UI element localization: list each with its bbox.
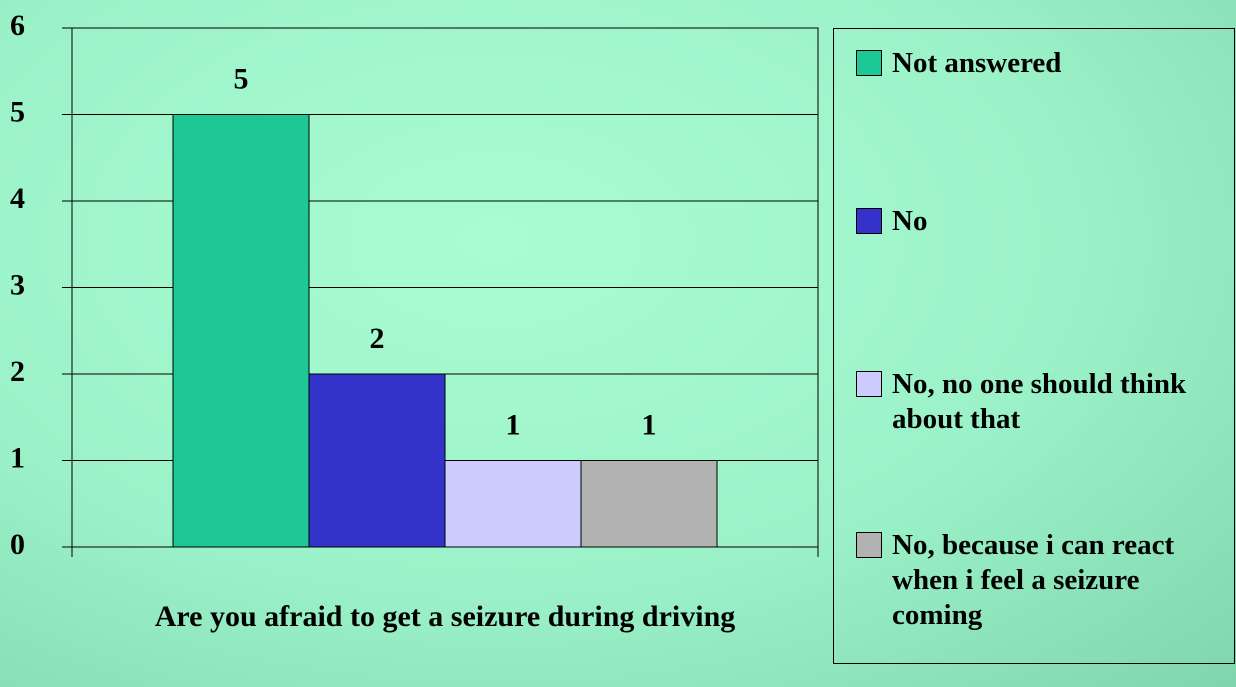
y-tick-label: 2 (10, 355, 25, 388)
legend-label: No, no one should think about that (892, 368, 1187, 435)
bar (444, 460, 582, 548)
legend-entry: No (856, 204, 1231, 239)
data-label: 5 (234, 62, 249, 95)
legend-label: Not answered (892, 47, 1062, 79)
legend-swatch (856, 50, 882, 76)
legend-label: No (892, 205, 928, 237)
data-label: 1 (642, 408, 657, 441)
bar (580, 460, 718, 548)
data-label: 1 (506, 408, 521, 441)
legend: Not answered No No, no one should think ab… (833, 28, 1235, 664)
legend-entry: No, no one should think about that (856, 367, 1231, 437)
legend-label: No, because i can react when i feel a se… (892, 529, 1175, 631)
y-tick-label: 6 (10, 9, 25, 42)
y-tick-label: 5 (10, 95, 25, 128)
legend-swatch (856, 208, 882, 234)
y-tick-label: 3 (10, 268, 25, 301)
data-label: 2 (370, 322, 385, 355)
legend-entry: Not answered (856, 46, 1231, 81)
bar (308, 373, 446, 548)
y-tick-label: 1 (10, 441, 25, 474)
x-category-label: Are you afraid to get a seizure during d… (154, 600, 736, 633)
legend-entry: No, because i can react when i feel a se… (856, 528, 1231, 633)
legend-swatch (856, 532, 882, 558)
y-tick-label: 0 (10, 528, 25, 561)
legend-swatch (856, 371, 882, 397)
y-tick-label: 4 (10, 182, 25, 215)
bar (172, 114, 310, 548)
